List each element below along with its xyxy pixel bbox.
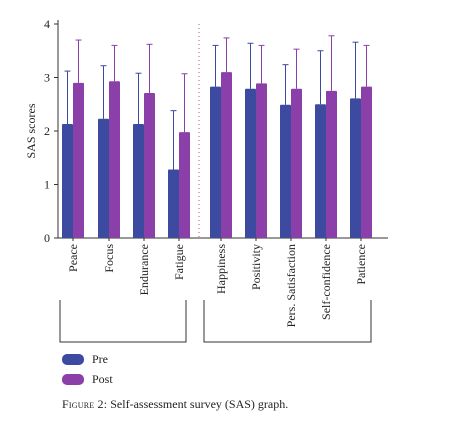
y-tick-label: 1 <box>44 178 50 192</box>
bar-pre-8 <box>350 98 361 239</box>
chart-legend: Pre Post <box>62 350 113 390</box>
x-tick-label: Focus <box>102 244 116 273</box>
figure-caption: Figure 2: Self-assessment survey (SAS) g… <box>62 397 288 412</box>
legend-label-pre: Pre <box>92 351 108 366</box>
bar-post-0 <box>73 82 84 238</box>
x-tick-label: Patience <box>354 244 368 285</box>
x-tick-label: Fatigue <box>172 244 186 280</box>
bar-post-8 <box>361 86 372 238</box>
bar-pre-5 <box>245 88 256 238</box>
x-tick-label: Positivity <box>249 244 263 290</box>
bar-post-4 <box>221 72 232 239</box>
bar-pre-6 <box>280 104 291 238</box>
bar-post-3 <box>179 132 190 238</box>
legend-swatch-post <box>62 373 84 385</box>
bar-post-1 <box>109 81 120 239</box>
legend-item-post: Post <box>62 370 113 388</box>
bar-post-7 <box>326 90 337 238</box>
sas-bar-chart: 0 1 2 3 4 SAS scores Peace Focus Endurance Fatigu… <box>24 17 388 343</box>
y-tick-label: 0 <box>44 231 50 245</box>
legend-swatch-pre <box>62 353 84 365</box>
group-bracket-0 <box>59 300 187 343</box>
x-tick-label: Happiness <box>214 244 228 294</box>
x-tick-label: Peace <box>66 244 80 272</box>
x-tick-label: Pers. Satisfaction <box>284 244 298 327</box>
bar-pre-4 <box>210 86 221 238</box>
legend-item-pre: Pre <box>62 350 113 368</box>
caption-text: Self-assessment survey (SAS) graph. <box>107 397 289 411</box>
bar-pre-1 <box>98 118 109 238</box>
y-tick-label: 2 <box>44 124 50 138</box>
y-tick-label: 3 <box>44 71 50 85</box>
bar-pre-7 <box>315 104 326 238</box>
group-bracket-1 <box>203 300 372 343</box>
caption-figure-label: Figure 2: <box>62 397 108 411</box>
bar-post-6 <box>291 88 302 238</box>
x-tick-label: Endurance <box>137 244 151 295</box>
bar-pre-0 <box>62 124 73 238</box>
bar-post-5 <box>256 83 267 238</box>
legend-label-post: Post <box>92 371 113 386</box>
y-axis-label: SAS scores <box>24 103 38 158</box>
bar-pre-3 <box>168 169 179 238</box>
x-tick-label: Self-confidence <box>319 244 333 320</box>
bar-post-2 <box>144 93 155 238</box>
bar-pre-2 <box>133 124 144 238</box>
y-tick-label: 4 <box>44 17 50 31</box>
